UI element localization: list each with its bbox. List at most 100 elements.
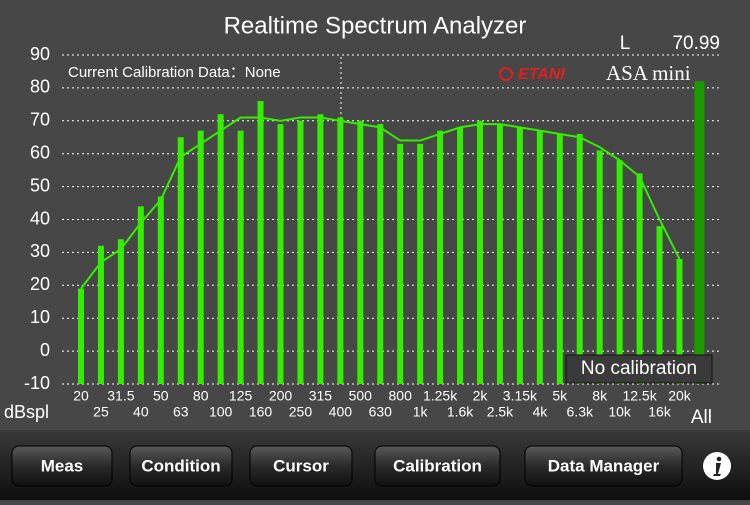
bar <box>317 114 324 384</box>
bar <box>177 137 184 384</box>
bar <box>197 130 204 384</box>
y-unit: dBspl <box>4 402 49 422</box>
x-tick-label: 20k <box>668 388 692 404</box>
x-tick-label: 800 <box>389 388 413 404</box>
x-tick-label: 2k <box>473 388 489 404</box>
x-tick-label: 250 <box>289 404 313 420</box>
bar <box>576 133 583 384</box>
x-tick-label: 25 <box>93 404 109 420</box>
bar <box>616 160 623 384</box>
bar <box>636 173 643 384</box>
bar <box>277 124 284 384</box>
logo-product: ASA mini <box>606 61 691 85</box>
y-tick-label: -10 <box>24 373 50 393</box>
bar <box>457 127 464 384</box>
logo-icon <box>499 67 513 81</box>
toolbar-button-label[interactable]: Cursor <box>273 456 329 475</box>
toolbar-button[interactable] <box>374 445 501 487</box>
bar <box>297 120 304 385</box>
bar <box>117 239 124 384</box>
x-tick-label: 4k <box>532 404 548 420</box>
status-text: No calibration <box>581 358 697 379</box>
buttons: Meas Condition Cursor Calibration Data Manag… <box>11 445 683 487</box>
status-box <box>565 354 713 384</box>
bar <box>337 117 344 384</box>
spectrum-line <box>80 116 681 290</box>
x-tick-label: 5k <box>552 388 568 404</box>
x-tick-label: 315 <box>309 388 333 404</box>
bar <box>377 124 384 384</box>
bar <box>97 245 104 384</box>
x-tick-label: 10k <box>608 404 632 420</box>
toolbar-button-label[interactable]: Condition <box>141 456 220 475</box>
y-tick-label: 50 <box>30 175 50 195</box>
bar <box>137 206 144 384</box>
x-tick-label: 2.5k <box>487 404 514 420</box>
x-tick-label: 12.5k <box>622 388 657 404</box>
y-tick-label: 10 <box>30 307 50 327</box>
toolbar-button-label[interactable]: Data Manager <box>548 456 660 475</box>
bar <box>516 127 523 384</box>
calibration-note: Current Calibration Data：None <box>68 64 281 81</box>
x-tick-label: All <box>691 407 712 428</box>
x-tick-label: 63 <box>173 404 189 420</box>
bar <box>78 288 84 384</box>
bar <box>477 120 483 385</box>
info-button[interactable] <box>703 452 731 480</box>
channel-label: L <box>620 33 631 54</box>
toolbar-button[interactable] <box>249 445 353 487</box>
x-tick-label: 16k <box>648 404 672 420</box>
x-tick-label: 8k <box>592 388 608 404</box>
x-tick-label: 125 <box>229 388 253 404</box>
bar <box>556 133 563 384</box>
x-tick-label: 1.6k <box>447 404 474 420</box>
y-tick-label: 70 <box>30 110 50 130</box>
y-tick-label: 80 <box>30 77 50 97</box>
y-tick-label: 60 <box>30 142 50 162</box>
total-bar <box>694 81 705 384</box>
y-tick-label: 40 <box>30 208 50 228</box>
bar <box>536 130 543 384</box>
y-tick-label: 90 <box>30 44 50 64</box>
x-tick-label: 50 <box>153 388 169 404</box>
plot: -100102030405060708090202531.54050638010… <box>24 44 720 428</box>
x-tick-label: 500 <box>349 388 373 404</box>
bar <box>496 124 503 384</box>
y-tick-label: 20 <box>30 274 50 294</box>
y-tick-label: 0 <box>40 340 50 360</box>
x-tick-label: 630 <box>369 404 393 420</box>
bar <box>437 130 444 384</box>
bar <box>417 143 424 384</box>
toolbar-button[interactable] <box>11 445 113 487</box>
bar <box>357 120 364 385</box>
x-tick-label: 400 <box>329 404 353 420</box>
bar <box>237 130 244 384</box>
bar <box>157 196 164 384</box>
x-tick-label: 1.25k <box>423 388 458 404</box>
level-value: 70.99 <box>672 33 720 54</box>
bar <box>397 143 404 384</box>
x-tick-label: 100 <box>209 404 233 420</box>
x-tick-label: 20 <box>73 388 89 404</box>
y-tick-label: 30 <box>30 241 50 261</box>
toolbar-button[interactable] <box>524 445 683 487</box>
toolbar-button-label[interactable]: Calibration <box>393 456 482 475</box>
bar <box>257 101 264 384</box>
bar <box>217 114 224 384</box>
x-tick-label: 80 <box>193 388 209 404</box>
x-tick-label: 3.15k <box>503 388 538 404</box>
x-tick-label: 6.3k <box>567 404 594 420</box>
bar <box>596 150 603 384</box>
app-title: Realtime Spectrum Analyzer <box>224 12 527 39</box>
toolbar-button[interactable] <box>129 445 233 487</box>
bar <box>656 226 663 384</box>
toolbar-button-label[interactable]: Meas <box>41 456 84 475</box>
x-tick-label: 40 <box>133 404 149 420</box>
logo-brand: ETANI <box>518 66 565 83</box>
x-tick-label: 200 <box>269 388 293 404</box>
x-tick-label: 160 <box>249 404 273 420</box>
x-tick-label: 1k <box>413 404 429 420</box>
x-tick-label: 31.5 <box>107 388 134 404</box>
bar <box>676 258 683 384</box>
